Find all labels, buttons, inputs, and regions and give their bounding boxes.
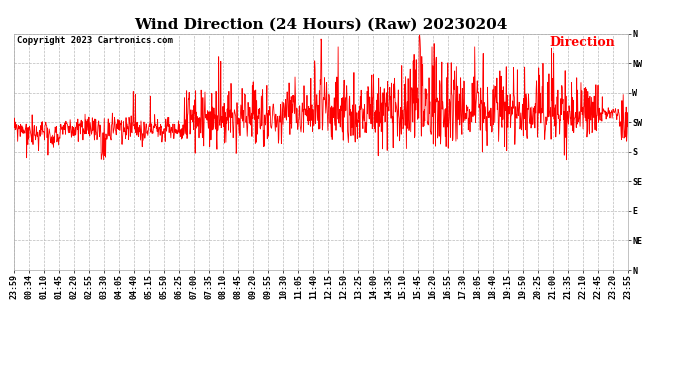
Title: Wind Direction (24 Hours) (Raw) 20230204: Wind Direction (24 Hours) (Raw) 20230204	[134, 17, 508, 31]
Text: Direction: Direction	[550, 36, 615, 49]
Text: Copyright 2023 Cartronics.com: Copyright 2023 Cartronics.com	[17, 36, 172, 45]
